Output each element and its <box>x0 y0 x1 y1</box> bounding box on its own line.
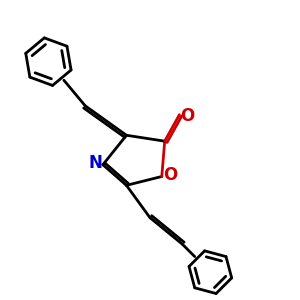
Text: O: O <box>163 166 177 184</box>
Text: O: O <box>181 107 195 125</box>
Text: N: N <box>88 154 103 172</box>
